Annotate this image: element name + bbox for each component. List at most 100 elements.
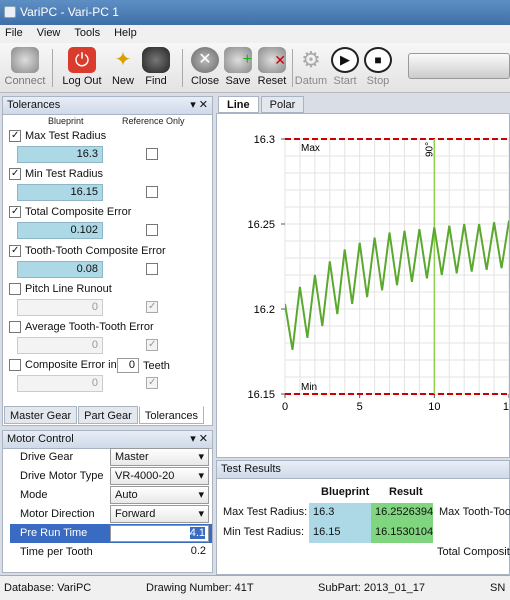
tolerance-label: Tooth-Tooth Composite Error <box>25 245 166 258</box>
tolerance-item: Max Test Radius <box>9 130 209 143</box>
reference-only-checkbox[interactable] <box>146 377 158 389</box>
tolerance-checkbox[interactable] <box>9 359 21 372</box>
connect-button[interactable]: Connect <box>0 45 50 91</box>
motor-control-panel: Motor Control ▾ ✕ <box>2 430 213 573</box>
tolerance-label: Max Test Radius <box>25 130 107 143</box>
toolbar-separator <box>52 49 53 87</box>
tolerance-item: Tooth-Tooth Composite Error <box>9 245 209 258</box>
database-reset-icon: ✕ <box>258 47 286 73</box>
panel-controls[interactable]: ▾ ✕ <box>190 433 208 445</box>
logout-button[interactable]: ⏻ Log Out <box>57 45 107 91</box>
panel-controls[interactable]: ▾ ✕ <box>190 99 208 111</box>
results-result-value: 16.1530104 <box>371 523 433 543</box>
stop-icon: ■ <box>364 47 392 73</box>
reference-only-checkbox[interactable] <box>146 186 158 198</box>
tolerance-label: Total Composite Error <box>25 206 132 219</box>
tolerance-checkbox[interactable] <box>9 283 21 296</box>
tolerance-item: Average Tooth-Tooth Error <box>9 321 209 334</box>
results-right-label: Max Tooth-Toot <box>439 506 510 518</box>
tolerance-value-input[interactable]: 0 <box>17 337 103 354</box>
mode-label: Mode <box>20 489 48 501</box>
time-per-tooth-input[interactable]: 0.2 <box>190 545 206 557</box>
teeth-label: Teeth <box>143 360 170 372</box>
reference-only-checkbox[interactable] <box>146 301 158 313</box>
app-icon <box>4 6 16 18</box>
chart-panel: 0 5 10 15 16.3 16.25 16.2 16.15 Max Min 90° <box>216 113 510 458</box>
results-blueprint-header: Blueprint <box>321 486 370 498</box>
reset-button[interactable]: ✕ Reset <box>248 45 296 91</box>
tolerances-header: Tolerances ▾ ✕ <box>3 97 212 115</box>
tolerance-value-input[interactable]: 16.3 <box>17 146 103 163</box>
reference-only-checkbox[interactable] <box>146 224 158 236</box>
menu-help[interactable]: Help <box>114 27 137 39</box>
status-extra: SN <box>490 582 506 594</box>
drive-motor-type-row: Drive Motor Type VR-4000-20 <box>10 467 212 486</box>
motor-direction-select[interactable]: Forward <box>110 505 209 523</box>
min-label: Min <box>301 382 317 393</box>
datum-button[interactable]: ⚙ Datum <box>294 47 328 87</box>
tolerance-value-input[interactable]: 16.15 <box>17 184 103 201</box>
results-result-header: Result <box>389 486 423 498</box>
results-row-label: Min Test Radius: <box>223 526 305 538</box>
tab-master-gear[interactable]: Master Gear <box>4 406 78 424</box>
power-icon: ⏻ <box>68 47 96 73</box>
tolerance-label: Pitch Line Runout <box>25 283 112 296</box>
x-tick-label: 15 <box>503 401 509 413</box>
pre-run-time-row: Pre Run Time 4.1 <box>10 524 212 543</box>
tolerance-checkbox[interactable] <box>9 245 21 258</box>
tolerance-item: Pitch Line Runout <box>9 283 209 296</box>
teeth-input[interactable]: 0 <box>117 358 139 373</box>
motor-control-title: Motor Control <box>7 433 74 445</box>
max-label: Max <box>301 143 320 154</box>
tab-polar[interactable]: Polar <box>260 96 305 113</box>
tolerance-checkbox[interactable] <box>9 321 21 334</box>
menu-view[interactable]: View <box>36 27 61 39</box>
drive-motor-type-select[interactable]: VR-4000-20 <box>110 467 209 485</box>
reference-only-checkbox[interactable] <box>146 263 158 275</box>
tolerance-checkbox[interactable] <box>9 206 21 219</box>
drive-gear-label: Drive Gear <box>20 451 74 463</box>
status-database: Database: VariPC <box>4 582 92 594</box>
new-button[interactable]: ✦ New <box>100 45 146 91</box>
y-tick-label: 16.3 <box>254 134 275 146</box>
mode-row: Mode Auto <box>10 486 212 505</box>
tab-tolerances[interactable]: Tolerances <box>138 406 205 424</box>
menu-tools[interactable]: Tools <box>74 27 101 39</box>
toolbar-separator <box>292 49 293 87</box>
reference-only-checkbox[interactable] <box>146 339 158 351</box>
tolerance-value-input[interactable]: 0.08 <box>17 261 103 278</box>
status-drawing-number: Drawing Number: 41T <box>146 582 254 594</box>
series-line <box>285 220 509 350</box>
gear-icon: ⚙ <box>301 47 321 72</box>
drive-gear-row: Drive Gear Master <box>10 448 212 467</box>
play-icon: ▶ <box>331 47 359 73</box>
reference-only-checkbox[interactable] <box>146 148 158 160</box>
pre-run-time-input[interactable]: 4.1 <box>110 525 209 542</box>
close-button[interactable]: ✕ Close <box>181 45 229 91</box>
tolerance-checkbox[interactable] <box>9 130 21 143</box>
y-tick-label: 16.15 <box>247 389 275 401</box>
start-button[interactable]: ▶ Start <box>322 45 368 91</box>
results-right-label: Total Composite <box>437 546 510 558</box>
tab-part-gear[interactable]: Part Gear <box>78 406 138 424</box>
save-button[interactable]: + Save <box>214 45 262 91</box>
test-results-header: Test Results <box>217 461 509 479</box>
angle-marker-label: 90° <box>424 142 435 157</box>
tab-line[interactable]: Line <box>218 96 259 113</box>
tolerance-value-input[interactable]: 0.102 <box>17 222 103 239</box>
results-blueprint-value: 16.3 <box>309 503 371 523</box>
toolbar-separator <box>182 49 183 87</box>
motor-direction-label: Motor Direction <box>20 508 95 520</box>
plot-area <box>284 138 510 395</box>
find-button[interactable]: Find <box>133 45 179 91</box>
drive-gear-select[interactable]: Master <box>110 448 209 466</box>
binoculars-icon <box>142 47 170 73</box>
stop-button[interactable]: ■ Stop <box>355 45 401 91</box>
tolerance-value-input[interactable]: 0 <box>17 299 103 316</box>
tolerance-value-input[interactable]: 0 <box>17 375 103 392</box>
tolerance-item: Total Composite Error <box>9 206 209 219</box>
mode-select[interactable]: Auto <box>110 486 209 504</box>
tolerance-checkbox[interactable] <box>9 168 21 181</box>
menu-bar: File View Tools Help <box>0 25 510 43</box>
menu-file[interactable]: File <box>5 27 23 39</box>
